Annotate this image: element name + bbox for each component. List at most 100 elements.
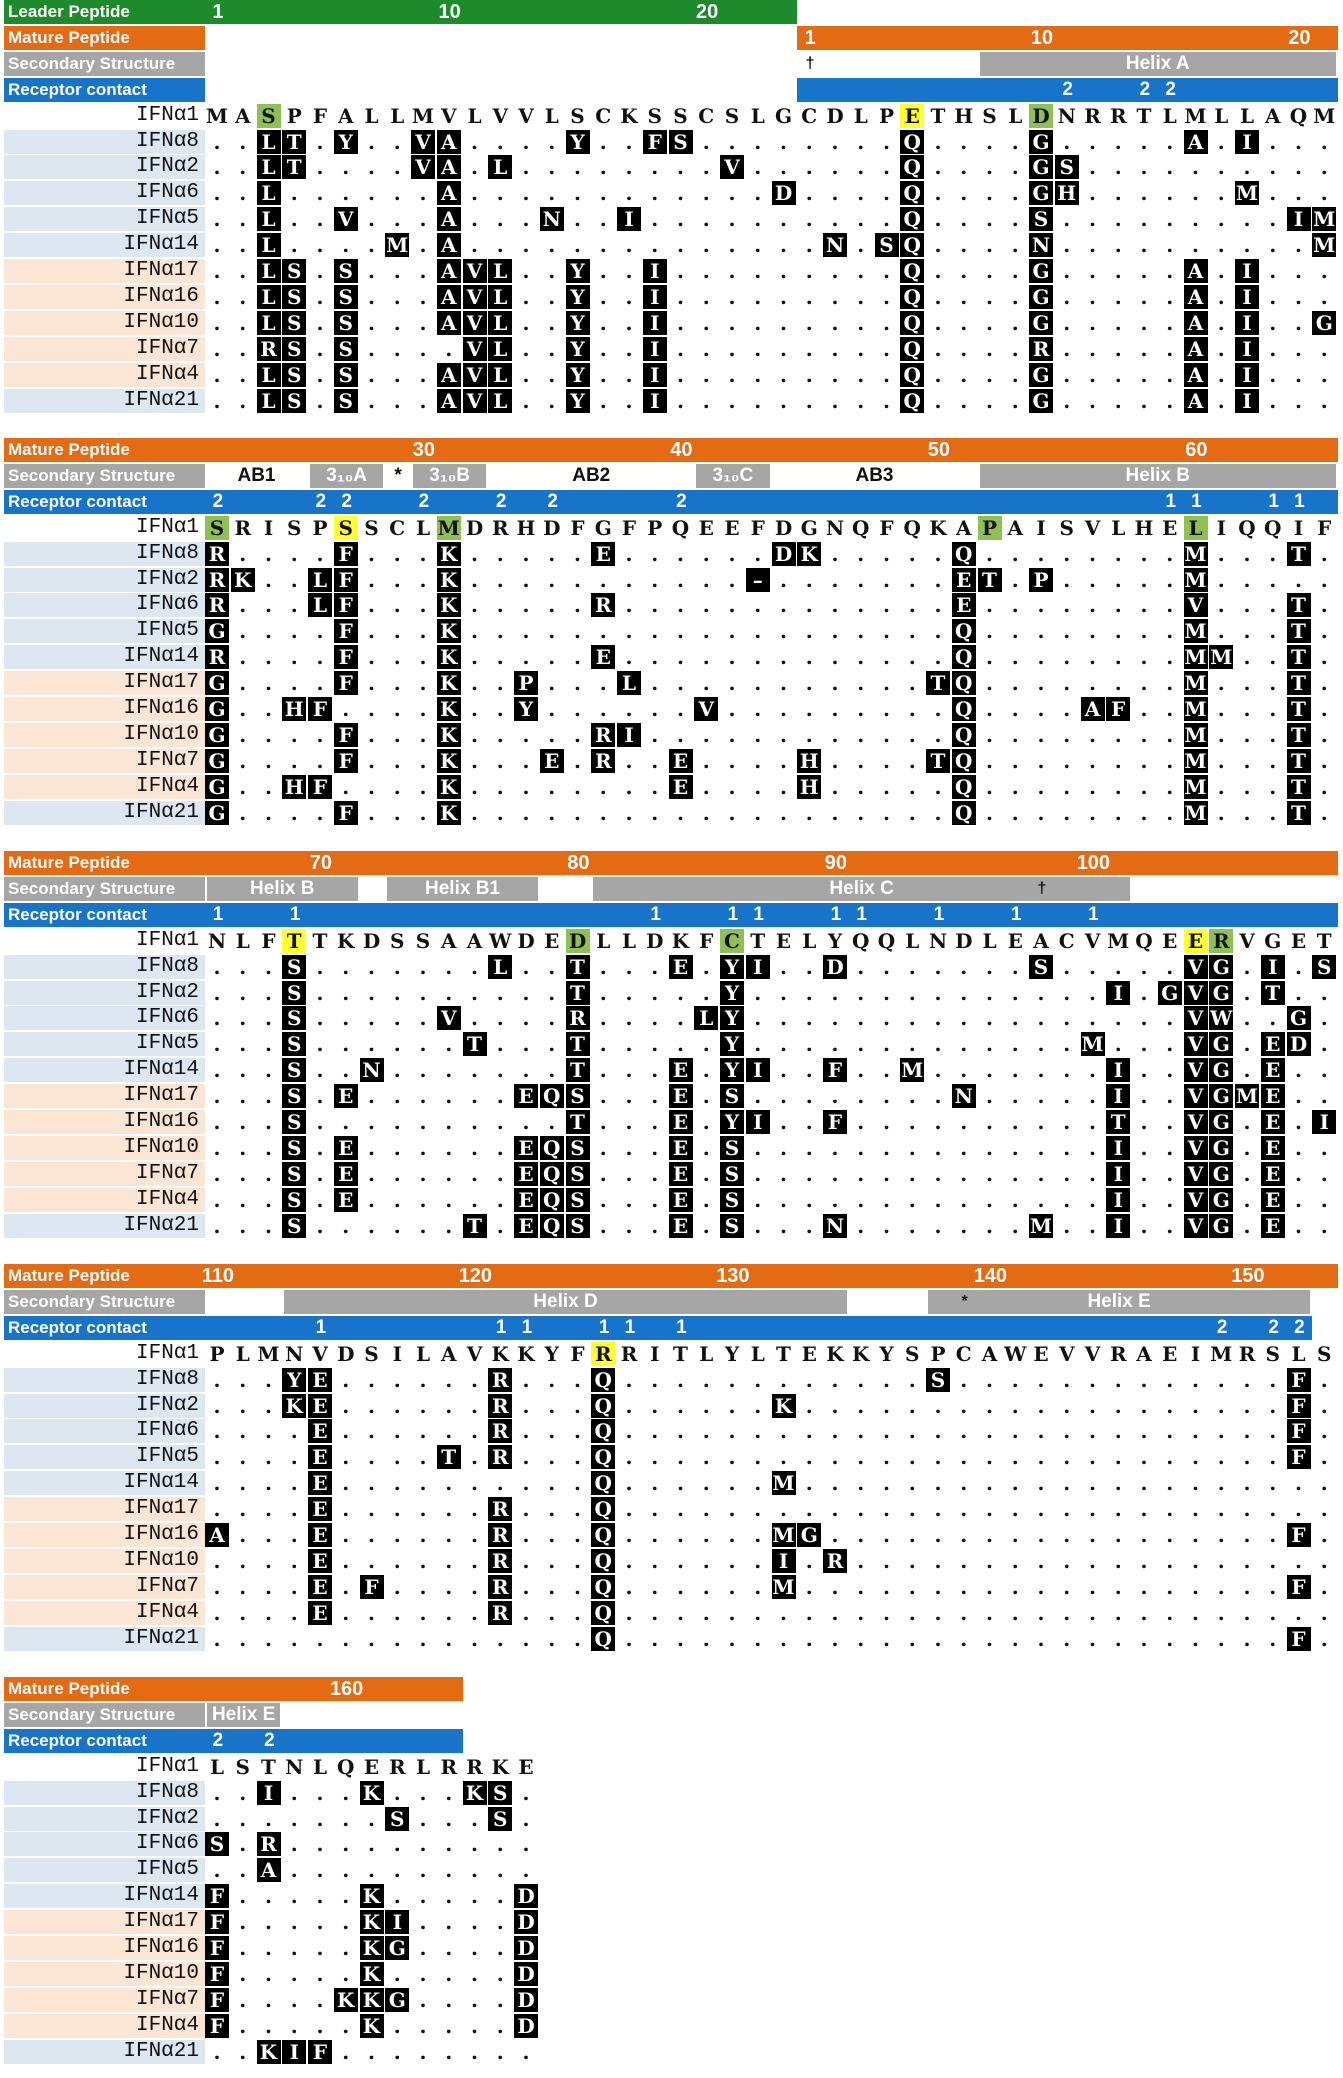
- identical-residue: .: [316, 1058, 324, 1083]
- identical-residue: .: [702, 1058, 710, 1083]
- residue: F: [699, 928, 714, 953]
- identical-residue: .: [625, 284, 633, 309]
- identical-residue: .: [805, 593, 813, 618]
- identical-residue: .: [316, 259, 324, 283]
- identical-residue: .: [1338, 155, 1343, 179]
- identical-residue: .: [265, 1032, 272, 1057]
- identical-residue: .: [290, 593, 298, 618]
- identical-residue: .: [239, 1213, 247, 1238]
- mature-position-number: 90: [824, 852, 847, 874]
- identical-residue: .: [883, 1032, 890, 1057]
- identical-residue: .: [625, 1548, 633, 1573]
- sequence-name: IFNα4: [4, 774, 205, 799]
- substituted-residue: S: [668, 129, 693, 154]
- substituted-residue: F: [333, 567, 358, 592]
- identical-residue: .: [393, 567, 401, 592]
- highlighted-residue: M: [436, 515, 461, 540]
- identical-residue: .: [1011, 362, 1019, 387]
- identical-residue: .: [1295, 1471, 1302, 1496]
- mature-position-number: 80: [567, 852, 590, 874]
- sequence-name: IFNα17: [4, 259, 205, 283]
- substituted-residue: H: [797, 774, 822, 799]
- identical-residue: .: [986, 1393, 993, 1418]
- identical-residue: .: [1192, 1393, 1199, 1418]
- identical-residue: .: [368, 593, 375, 618]
- identical-residue: .: [265, 1135, 272, 1160]
- substituted-residue: T: [926, 671, 950, 696]
- identical-residue: .: [393, 722, 401, 747]
- identical-residue: .: [1269, 155, 1277, 180]
- identical-residue: .: [265, 1110, 272, 1134]
- identical-residue: .: [548, 1523, 556, 1547]
- identical-residue: .: [265, 1161, 272, 1186]
- identical-residue: .: [883, 207, 890, 232]
- identical-residue: .: [419, 1393, 427, 1418]
- identical-residue: .: [213, 336, 221, 361]
- identical-residue: .: [1166, 155, 1174, 180]
- identical-residue: .: [728, 1367, 736, 1392]
- identical-residue: .: [651, 800, 659, 825]
- substituted-residue: L: [256, 129, 281, 154]
- identical-residue: .: [728, 1626, 736, 1651]
- residue: S: [1265, 1341, 1280, 1366]
- identical-residue: .: [780, 774, 787, 799]
- identical-residue: .: [419, 1858, 427, 1883]
- identical-residue: .: [1089, 1419, 1096, 1444]
- substituted-residue: Q: [539, 1161, 564, 1186]
- substituted-residue: S: [720, 1213, 744, 1238]
- identical-residue: .: [908, 722, 916, 747]
- identical-residue: .: [548, 1471, 556, 1496]
- identical-residue: .: [419, 1006, 427, 1031]
- identical-residue: .: [960, 1548, 968, 1573]
- substituted-residue: R: [591, 593, 616, 618]
- substituted-residue: E: [668, 1135, 693, 1160]
- residue: E: [724, 515, 740, 540]
- identical-residue: .: [522, 1523, 530, 1547]
- substituted-residue: M: [771, 1471, 796, 1496]
- sequence-name: IFNα14: [4, 1471, 205, 1496]
- identical-residue: .: [1037, 1032, 1045, 1057]
- substituted-residue: D: [514, 1884, 538, 1909]
- identical-residue: .: [1166, 567, 1174, 592]
- substituted-residue: F: [1286, 1523, 1311, 1547]
- substituted-residue: E: [308, 1367, 332, 1392]
- identical-residue: .: [857, 1419, 865, 1444]
- secondary-structure-segment: 3₁₀C: [694, 463, 772, 488]
- mature-peptide-bar: [205, 851, 1338, 875]
- residue: L: [467, 103, 482, 128]
- identical-residue: .: [393, 1058, 401, 1083]
- identical-residue: .: [265, 697, 272, 721]
- identical-residue: .: [1114, 155, 1122, 180]
- identical-residue: .: [496, 1187, 504, 1212]
- identical-residue: .: [857, 1523, 865, 1547]
- identical-residue: .: [1063, 697, 1071, 721]
- residue: R: [1238, 1341, 1256, 1366]
- sequence-name: IFNα6: [4, 181, 205, 206]
- identical-residue: .: [496, 567, 504, 592]
- identical-residue: .: [393, 980, 401, 1005]
- substituted-residue: S: [282, 1084, 307, 1109]
- identical-residue: .: [728, 1523, 736, 1547]
- substituted-residue: E: [1260, 1058, 1285, 1083]
- identical-residue: .: [702, 1497, 710, 1522]
- identical-residue: .: [754, 671, 762, 696]
- identical-residue: .: [1140, 1187, 1148, 1212]
- identical-residue: .: [1140, 1135, 1148, 1160]
- substituted-residue: V: [1183, 1161, 1208, 1186]
- identical-residue: .: [239, 1367, 247, 1392]
- identical-residue: .: [522, 774, 530, 799]
- identical-residue: .: [805, 1367, 813, 1392]
- identical-residue: .: [471, 1832, 478, 1857]
- identical-residue: .: [471, 1161, 478, 1186]
- identical-residue: .: [883, 1084, 890, 1109]
- identical-residue: .: [522, 2039, 530, 2064]
- identical-residue: .: [1243, 619, 1251, 644]
- substituted-residue: F: [1286, 1445, 1311, 1470]
- identical-residue: .: [1063, 954, 1071, 979]
- residue: H: [516, 515, 536, 540]
- identical-residue: .: [831, 593, 839, 618]
- identical-residue: .: [908, 800, 916, 825]
- substituted-residue: V: [1183, 1213, 1208, 1238]
- sequence-name: IFNα10: [4, 722, 205, 747]
- identical-residue: .: [857, 1161, 865, 1186]
